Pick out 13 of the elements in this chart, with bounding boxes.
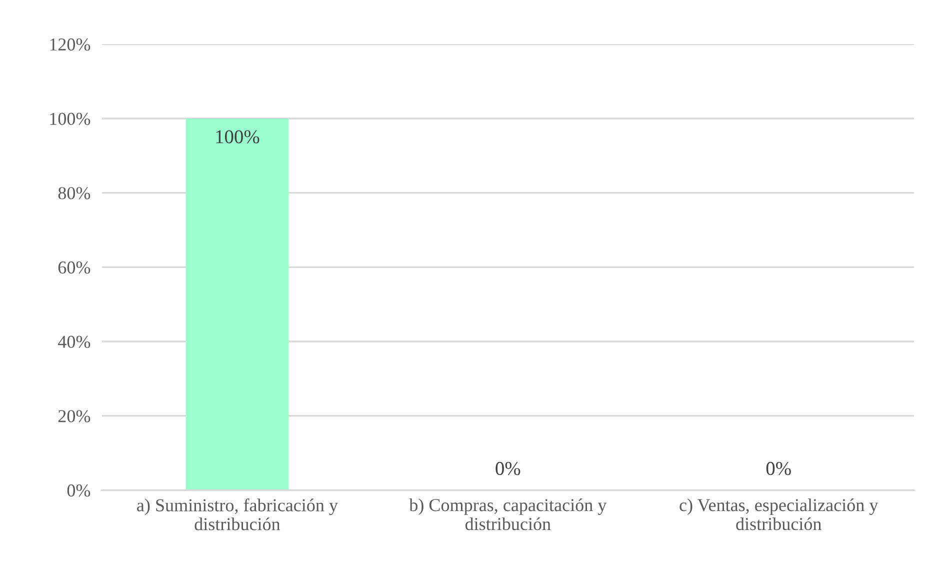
data-label: 0% xyxy=(766,462,791,476)
y-tick-label: 20% xyxy=(58,410,90,422)
x-tick-label: b) Compras, capacitación y distribución xyxy=(409,498,607,530)
data-label: 100% xyxy=(216,130,260,144)
y-tick-label: 40% xyxy=(58,336,90,348)
data-label: 0% xyxy=(496,462,520,476)
y-tick-label: 80% xyxy=(58,187,90,200)
y-tick-label: 0% xyxy=(67,484,90,497)
y-tick-label: 100% xyxy=(50,112,90,125)
y-tick-label: 60% xyxy=(58,261,90,274)
x-tick-label: a) Suministro, fabricación y distribución xyxy=(137,498,338,530)
y-tick-label: 120% xyxy=(50,38,90,51)
x-tick-label: c) Ventas, especialización y distribución xyxy=(680,498,878,530)
